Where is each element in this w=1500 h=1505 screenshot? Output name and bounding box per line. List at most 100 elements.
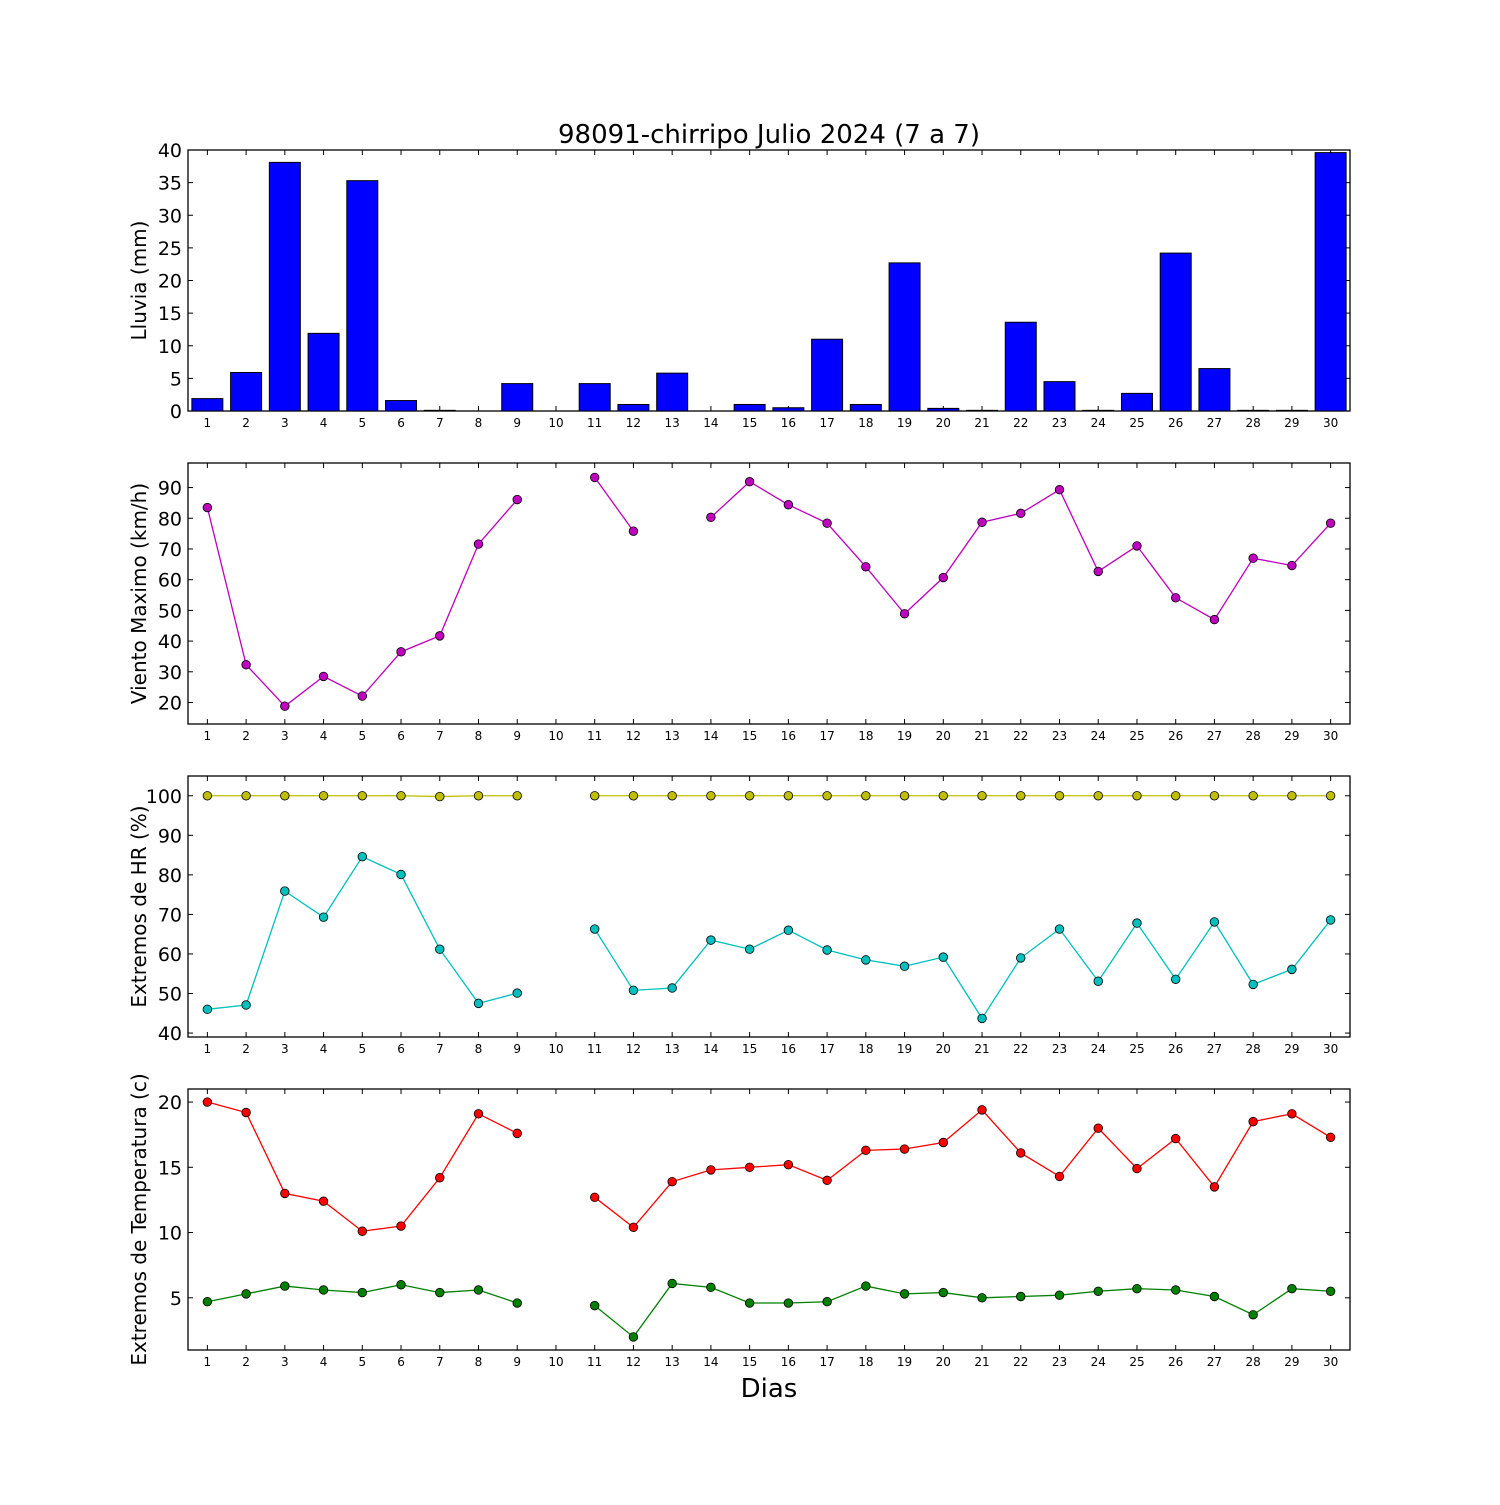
data-point [357,1226,368,1236]
x-tick-label: 16 [781,416,796,430]
rain-bar [1275,409,1308,412]
y-tick-label: 20 [158,693,182,715]
data-point [783,1159,794,1170]
x-tick-label: 11 [587,416,602,430]
data-point [1016,1148,1026,1158]
x-tick-label: 23 [1052,729,1067,743]
y-tick-label: 30 [158,205,182,227]
rain-bar [307,332,340,412]
x-tick-label: 21 [974,1355,989,1369]
data-point [590,472,600,483]
data-point [202,791,213,801]
data-point [706,1282,716,1293]
x-tick-label: 30 [1323,416,1338,430]
data-point [318,1196,329,1206]
y-tick-label: 10 [158,1223,182,1245]
x-tick-label: 5 [358,416,366,430]
data-point [1209,791,1220,801]
data-point [744,477,755,487]
x-tick-label: 27 [1207,1042,1222,1056]
x-tick-label: 21 [974,416,989,430]
data-point [435,791,445,802]
data-point [435,631,445,641]
x-tick-label: 24 [1091,1042,1106,1056]
data-point [280,886,290,896]
rain-bar [927,407,960,412]
panel-3-frame [187,775,1351,1038]
rain-bar [191,398,224,412]
x-tick-label: 24 [1091,416,1106,430]
x-tick-label: 9 [513,1355,521,1369]
data-point [977,1293,987,1303]
data-point [357,851,368,862]
data-point [977,1013,987,1024]
data-point [706,791,716,801]
data-point [1325,1286,1336,1296]
series-line [594,919,1332,1020]
data-point [1287,791,1297,801]
rain-bar [346,180,379,412]
data-point [1209,917,1220,927]
data-point [744,944,755,954]
x-tick-label: 16 [781,1042,796,1056]
rain-bar [733,403,766,412]
data-point [628,791,639,801]
x-tick-label: 8 [475,1042,483,1056]
y-tick-label: 25 [158,238,182,260]
x-tick-label: 6 [397,416,405,430]
y-tick-label: 40 [158,1023,182,1045]
x-tick-label: 8 [475,729,483,743]
data-point [1287,560,1297,571]
data-point [938,1287,949,1298]
data-point [1132,918,1142,928]
data-point [357,691,368,701]
data-point [899,791,910,801]
x-tick-label: 13 [665,729,680,743]
x-tick-label: 25 [1129,729,1144,743]
x-tick-label: 14 [703,729,718,743]
data-point [1248,553,1258,563]
y-tick-label: 15 [158,303,182,325]
data-point [357,791,368,801]
data-point [435,1173,445,1183]
data-point [1093,1286,1103,1296]
data-point [822,791,832,801]
x-tick-label: 19 [897,729,912,743]
y-tick-label: 20 [158,1092,182,1114]
x-tick-label: 26 [1168,1042,1183,1056]
data-point [1287,964,1297,975]
x-tick-label: 15 [742,729,757,743]
data-point [202,1297,213,1307]
rain-bar [1314,152,1347,412]
x-tick-label: 1 [204,416,212,430]
x-tick-label: 20 [936,1042,951,1056]
rain-bar [423,409,456,412]
x-tick-label: 4 [320,1355,328,1369]
x-tick-label: 5 [358,1355,366,1369]
data-point [938,952,949,962]
rain-bar [1159,252,1192,412]
data-point [396,869,406,880]
x-tick-label: 17 [819,1355,834,1369]
x-tick-label: 3 [281,1042,289,1056]
x-tick-label: 29 [1284,416,1299,430]
data-point [473,998,484,1009]
data-point [1325,791,1336,801]
data-point [628,1222,639,1233]
data-point [1093,566,1103,577]
x-tick-label: 25 [1129,1042,1144,1056]
x-tick-label: 8 [475,416,483,430]
data-point [1170,1285,1181,1295]
data-point [590,924,600,934]
x-tick-label: 3 [281,416,289,430]
y-tick-label: 90 [158,478,182,500]
data-point [783,791,794,801]
data-point [512,1298,522,1308]
data-point [977,791,987,801]
y-tick-label: 10 [158,336,182,358]
data-point [241,1107,251,1118]
data-point [1287,1283,1297,1294]
x-tick-label: 19 [897,1042,912,1056]
x-tick-label: 15 [742,1042,757,1056]
